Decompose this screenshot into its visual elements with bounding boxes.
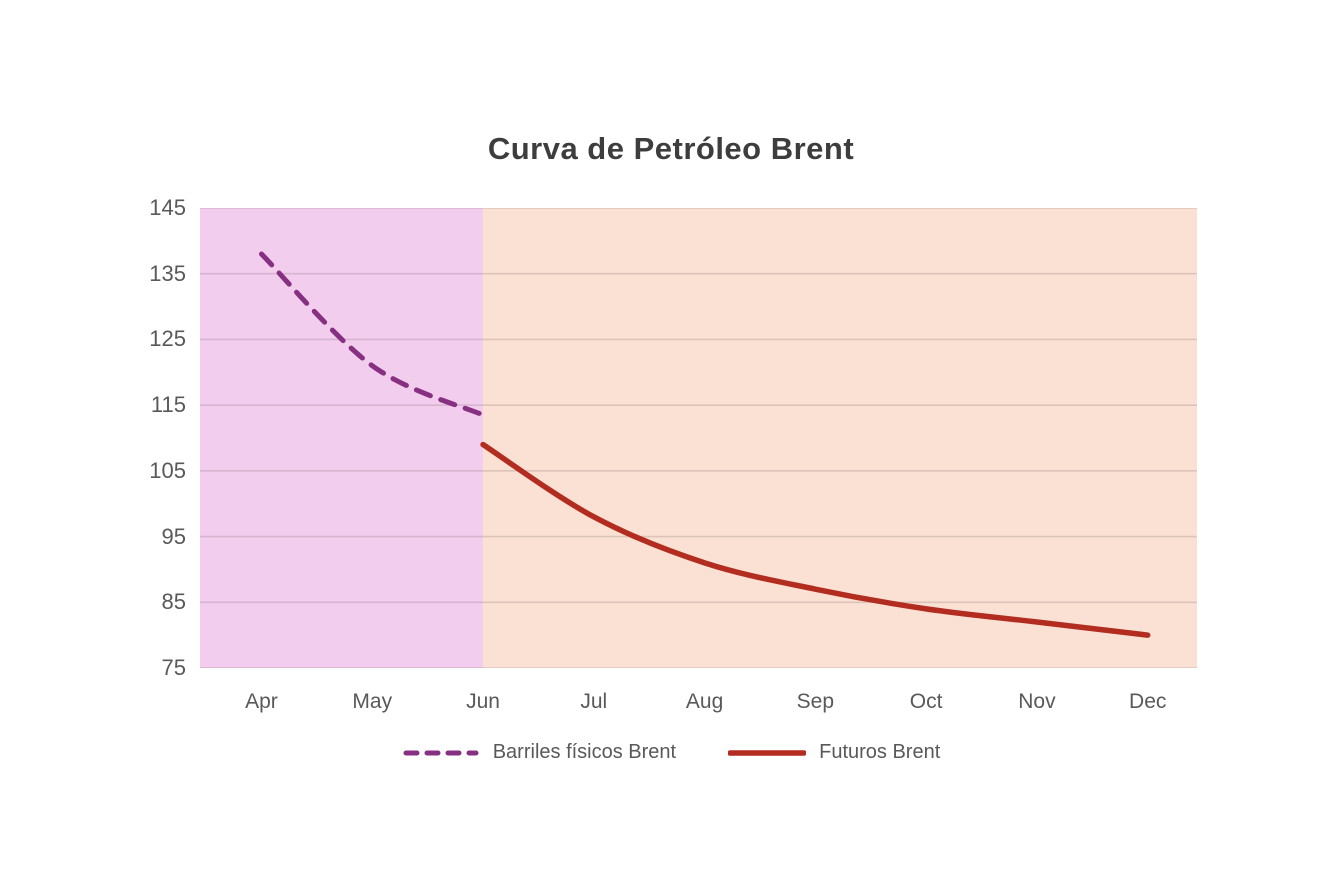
x-tick-label-oct: Oct — [909, 690, 943, 713]
x-tick-label-sep: Sep — [796, 690, 835, 713]
y-tick-label-145: 145 — [149, 195, 186, 220]
y-tick-label-105: 105 — [149, 457, 186, 483]
legend-item-barriles-fisicos: Barriles físicos Brent — [402, 741, 676, 764]
background-region-0 — [200, 208, 484, 668]
chart-title: Curva de Petróleo Brent — [487, 131, 855, 166]
legend-label: Futuros Brent — [819, 741, 941, 763]
x-tick-label-jun: Jun — [466, 690, 500, 713]
x-tick-label-aug: Aug — [685, 690, 724, 713]
x-tick-label-may: May — [352, 690, 393, 713]
y-tick-label-115: 115 — [150, 392, 186, 418]
x-tick-label-dec: Dec — [1129, 690, 1167, 713]
series-line-futuros — [480, 441, 1151, 638]
legend-item-futuros: Futuros Brent — [728, 741, 940, 764]
y-tick-label-75: 75 — [161, 655, 186, 680]
y-tick-label-135: 135 — [149, 260, 186, 286]
legend-solid-line-swatch — [728, 749, 807, 756]
series-line-barriles-fisicos — [258, 251, 486, 418]
y-tick-label-125: 125 — [149, 326, 186, 352]
legend-dashed-line-swatch — [403, 750, 479, 755]
x-tick-label-nov: Nov — [1018, 690, 1056, 713]
x-tick-label-jul: Jul — [580, 690, 608, 713]
plot-area — [200, 208, 1197, 668]
y-tick-label-95: 95 — [161, 523, 186, 549]
y-tick-label-85: 85 — [161, 589, 186, 615]
background-region-1 — [483, 208, 1197, 668]
legend: Barriles físicos Brent Futuros Brent — [0, 741, 1342, 764]
legend-label: Barriles físicos Brent — [492, 741, 677, 763]
x-tick-label-apr: Apr — [245, 690, 278, 713]
